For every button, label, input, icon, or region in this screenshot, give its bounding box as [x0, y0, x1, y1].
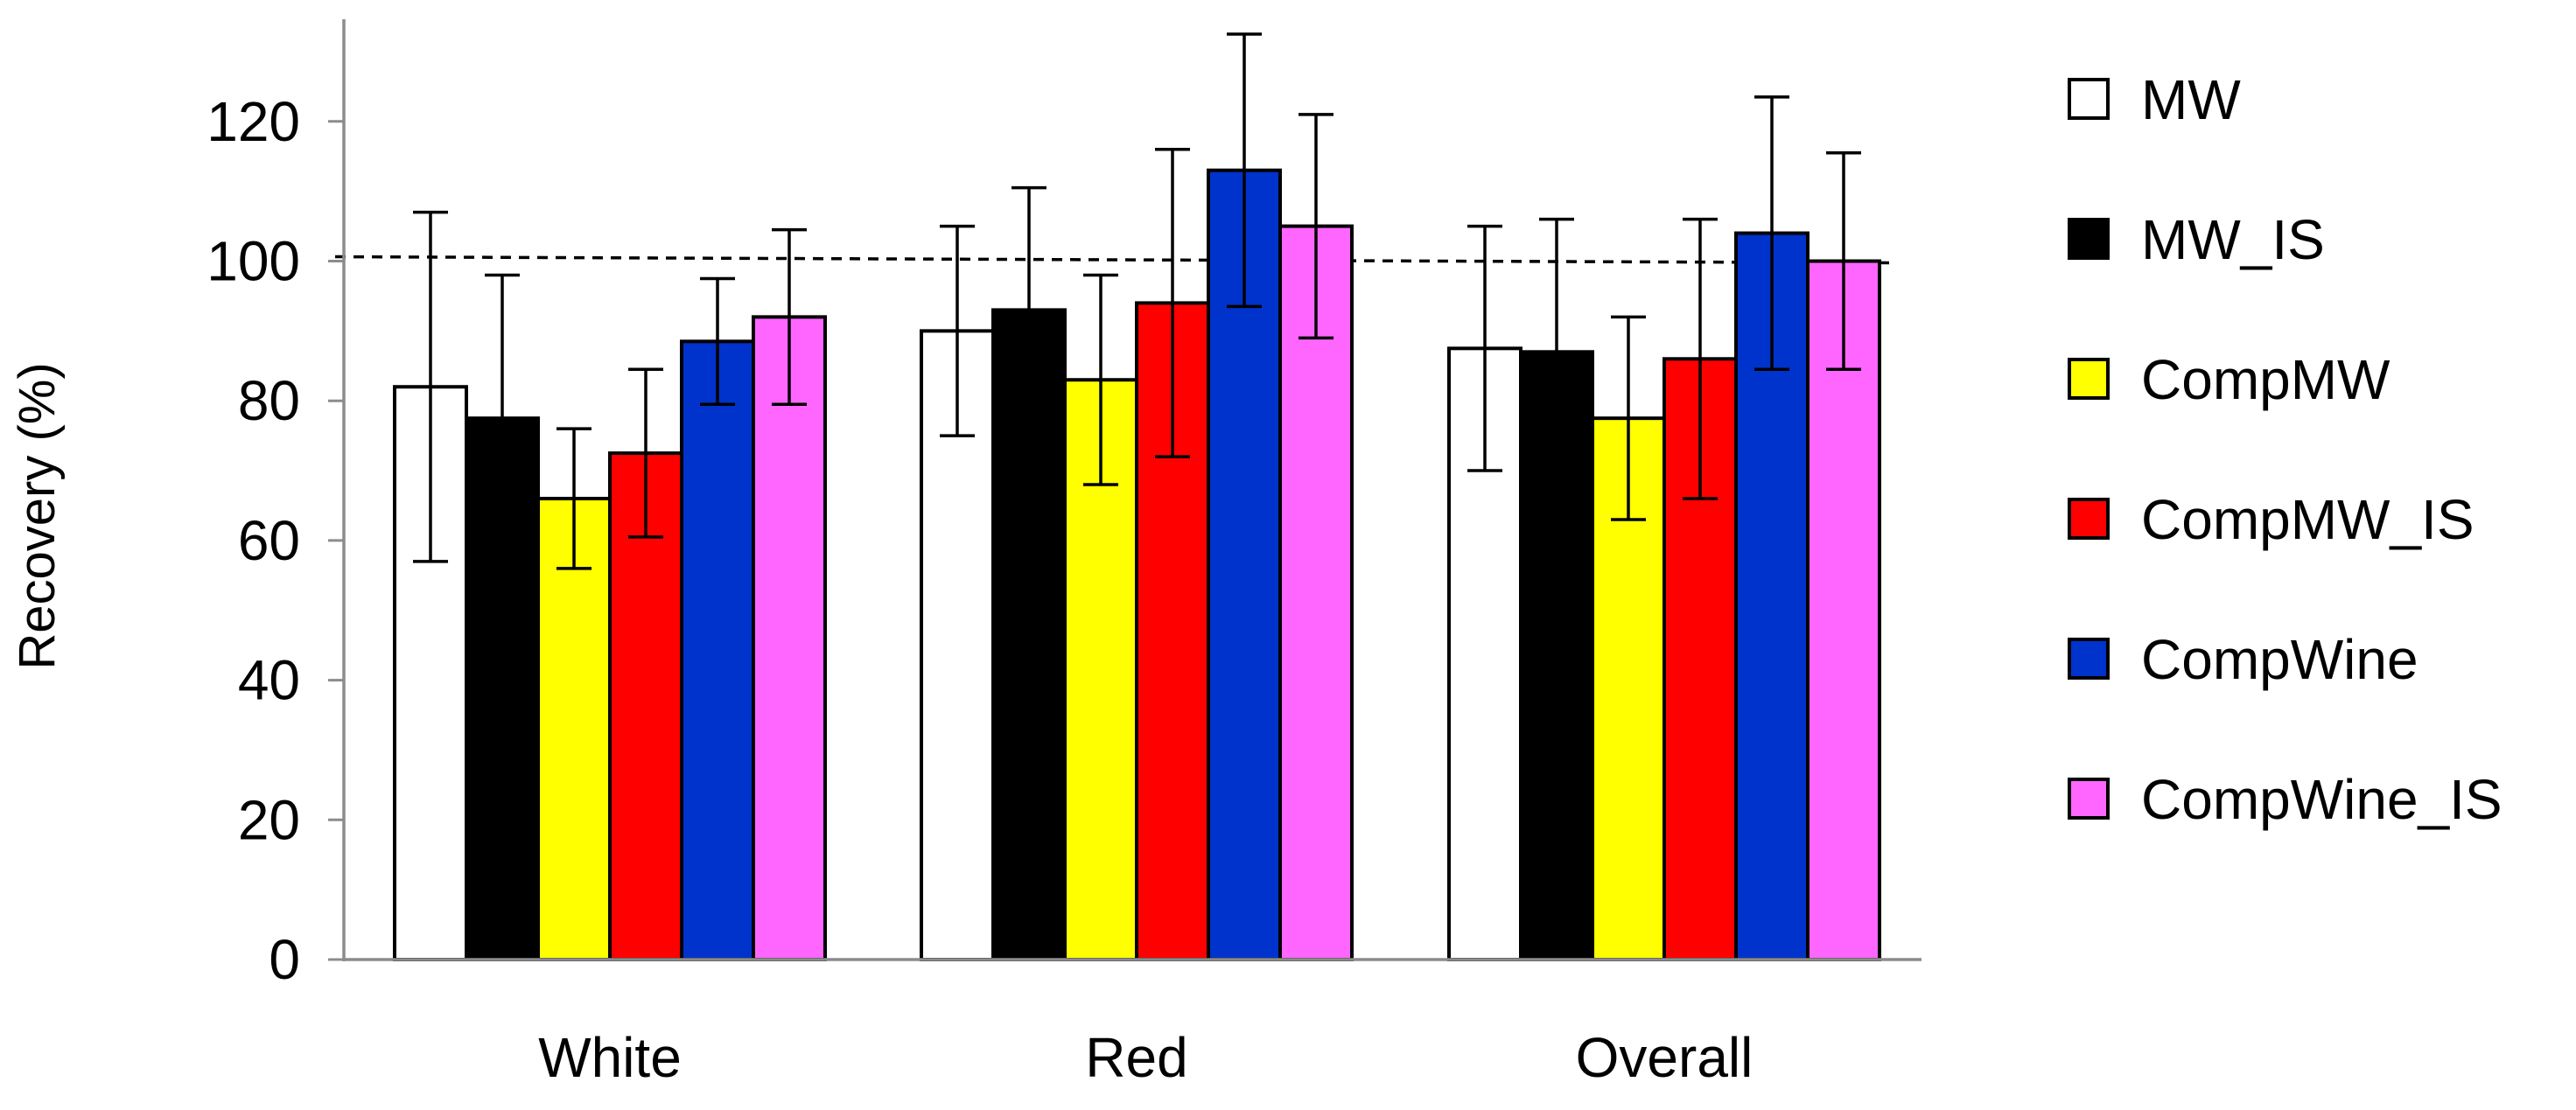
error-bar: [413, 210, 448, 563]
error-bar: [1754, 95, 1789, 372]
error-bar: [1683, 217, 1718, 500]
error-bar: [940, 224, 975, 437]
legend-item-mw-is: MW_IS: [2068, 208, 2325, 271]
y-tick-label: 60: [238, 509, 300, 572]
bars-layer: [393, 168, 1881, 962]
reference-line-layer: [334, 255, 1895, 265]
legend-item-compmw: CompMW: [2068, 348, 2390, 411]
legend-swatch: [2068, 638, 2110, 680]
reference-line: [334, 255, 1895, 265]
legend-swatch: [2068, 778, 2110, 820]
x-tick-label-overall: Overall: [1576, 1026, 1754, 1089]
x-axis-ticks: White Red Overall: [538, 1026, 1753, 1089]
x-tick-label-white: White: [538, 1026, 682, 1089]
error-bar: [700, 276, 735, 406]
error-bars-layer: [413, 32, 1861, 570]
y-tick-label: 100: [206, 230, 300, 293]
y-tick-label: 20: [238, 788, 300, 851]
legend-item-compwine: CompWine: [2068, 628, 2418, 691]
legend-label: MW_IS: [2141, 208, 2325, 271]
legend-label: CompMW_IS: [2141, 488, 2474, 551]
y-tick-label: 0: [269, 928, 300, 991]
y-tick-label: 120: [206, 90, 300, 153]
error-bar: [1611, 315, 1646, 521]
error-bar: [628, 367, 663, 539]
error-bar: [772, 227, 807, 406]
legend-swatch: [2068, 78, 2110, 120]
legend: MW MW_IS CompMW CompMW_IS CompWine CompWine_I…: [2068, 68, 2502, 831]
y-axis-title: Recovery (%): [9, 362, 66, 669]
legend-swatch: [2068, 218, 2110, 260]
error-bar: [1539, 217, 1574, 486]
legend-label: CompWine_IS: [2141, 768, 2502, 831]
y-tick-label: 80: [238, 369, 300, 432]
bar-compwine-is-red: [1278, 224, 1354, 961]
error-bar: [556, 427, 592, 570]
legend-item-mw: MW: [2068, 68, 2241, 131]
legend-label: CompMW: [2141, 348, 2390, 411]
legend-label: CompWine: [2141, 628, 2418, 691]
bar-compwine-white: [680, 339, 755, 961]
y-axis-ticks: 0 20 40 60 80 100 120: [206, 90, 344, 991]
bar-compwine-is-white: [752, 315, 827, 961]
legend-label: MW: [2141, 68, 2241, 131]
y-tick-label: 40: [238, 649, 300, 712]
x-tick-label-red: Red: [1085, 1026, 1187, 1089]
error-bar: [1298, 113, 1334, 340]
bar-compwine-is-overall: [1806, 259, 1881, 961]
error-bar: [1083, 273, 1118, 486]
error-bar: [1155, 147, 1190, 458]
legend-item-compmw-is: CompMW_IS: [2068, 488, 2474, 551]
error-bar: [1227, 32, 1262, 309]
legend-swatch: [2068, 358, 2110, 400]
legend-swatch: [2068, 498, 2110, 540]
error-bar: [1467, 224, 1502, 472]
error-bar: [1012, 185, 1046, 434]
axes-layer: [342, 19, 1922, 961]
error-bar: [1826, 150, 1861, 372]
error-bar: [485, 273, 520, 563]
legend-item-compwine-is: CompWine_IS: [2068, 768, 2502, 831]
